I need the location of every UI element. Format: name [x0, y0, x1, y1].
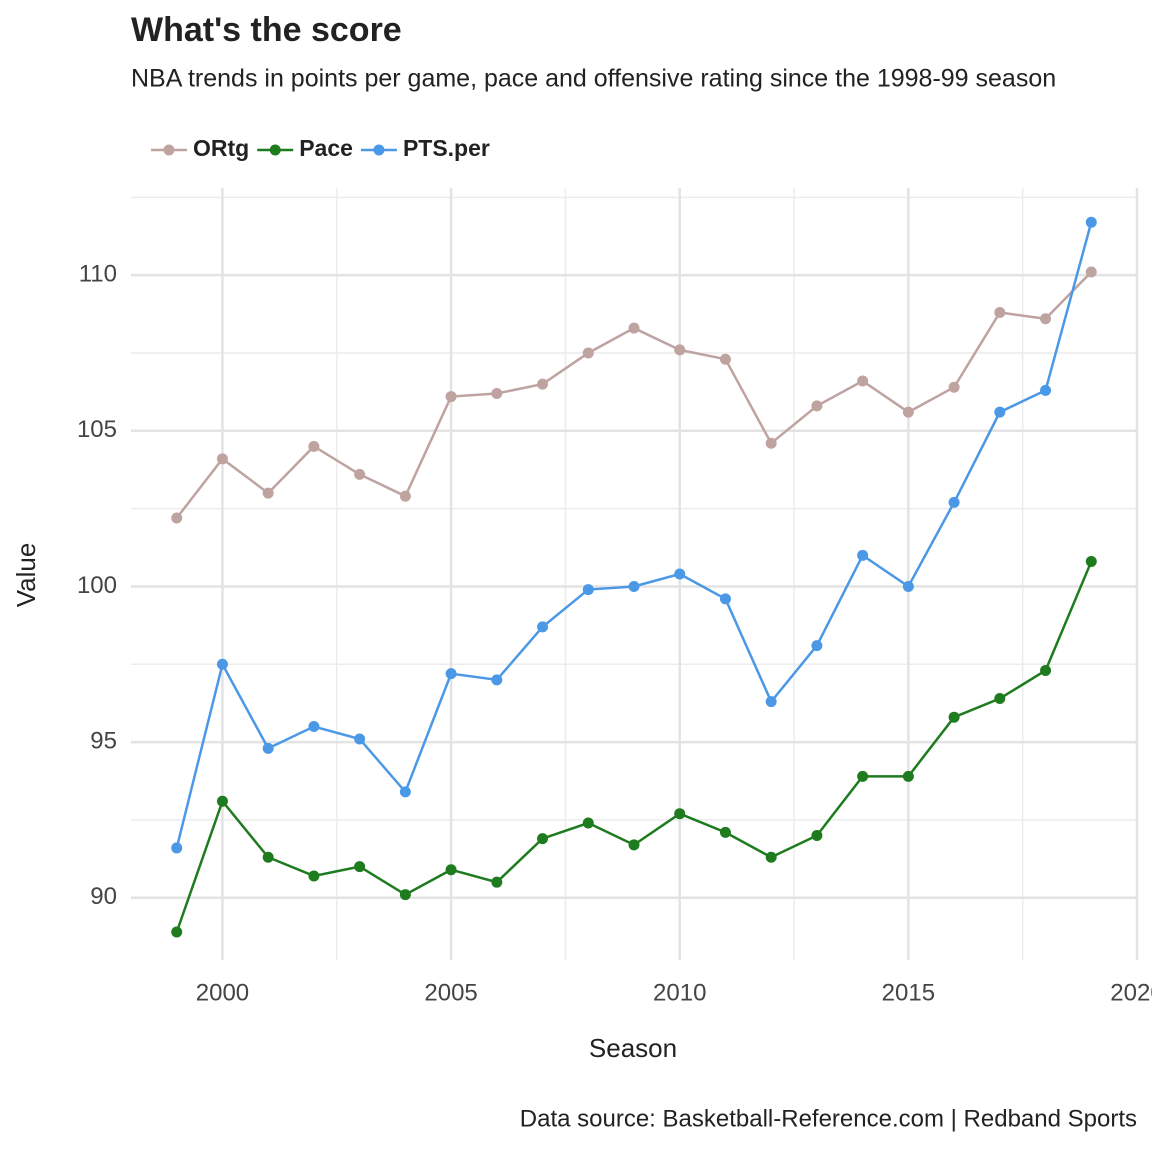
x-tick-label: 2015 — [882, 979, 935, 1006]
data-point — [628, 580, 640, 592]
y-tick-label: 95 — [90, 727, 117, 754]
data-point — [399, 786, 411, 798]
data-point — [1085, 556, 1097, 568]
data-point — [811, 829, 823, 841]
series-line — [175, 271, 1093, 519]
data-point — [308, 721, 320, 733]
y-axis-label: Value — [11, 543, 41, 608]
data-point — [171, 842, 183, 854]
x-axis-label: Season — [589, 1033, 677, 1063]
data-point — [994, 693, 1006, 705]
y-tick-label: 110 — [79, 261, 117, 288]
data-point — [445, 668, 457, 680]
data-point — [628, 839, 640, 851]
data-point — [262, 851, 274, 863]
data-point — [902, 770, 914, 782]
data-point — [491, 876, 503, 888]
data-point — [399, 490, 411, 502]
data-point — [948, 711, 960, 723]
data-point — [354, 861, 366, 873]
y-tick-label: 90 — [90, 883, 117, 910]
data-point — [1040, 384, 1052, 396]
data-point — [1085, 266, 1097, 278]
data-point — [811, 400, 823, 412]
chart-subtitle: NBA trends in points per game, pace and … — [131, 65, 1056, 93]
data-point — [811, 640, 823, 652]
data-point — [994, 307, 1006, 319]
legend-key-point — [163, 144, 175, 156]
data-point — [628, 322, 640, 334]
legend-label: ORtg — [193, 135, 249, 161]
data-point — [994, 406, 1006, 418]
data-point — [765, 851, 777, 863]
data-point — [719, 593, 731, 605]
legend-key-point — [373, 144, 385, 156]
data-point — [262, 742, 274, 754]
x-tick-label: 2000 — [196, 979, 249, 1006]
data-point — [491, 387, 503, 399]
data-point — [948, 381, 960, 393]
data-point — [262, 487, 274, 499]
legend-label: Pace — [299, 135, 353, 161]
data-point — [1085, 216, 1097, 228]
data-point — [719, 353, 731, 365]
data-point — [902, 580, 914, 592]
data-point — [857, 770, 869, 782]
y-tick-label: 105 — [77, 416, 117, 443]
data-point — [765, 696, 777, 708]
data-point — [674, 344, 686, 356]
data-point — [491, 674, 503, 686]
data-point — [216, 658, 228, 670]
data-point — [308, 440, 320, 452]
series-line — [175, 221, 1093, 849]
y-tick-label: 100 — [77, 572, 117, 599]
data-point — [674, 808, 686, 820]
x-tick-label: 2020 — [1110, 979, 1152, 1006]
x-tick-label: 2010 — [653, 979, 706, 1006]
data-point — [902, 406, 914, 418]
data-point — [308, 870, 320, 882]
data-point — [582, 584, 594, 596]
data-point — [765, 437, 777, 449]
data-point — [537, 378, 549, 390]
x-tick-label: 2005 — [424, 979, 477, 1006]
data-point — [582, 817, 594, 829]
data-point — [719, 826, 731, 838]
chart-title: What's the score — [131, 11, 402, 49]
data-point — [354, 468, 366, 480]
data-point — [445, 391, 457, 403]
data-point — [857, 549, 869, 561]
data-point — [582, 347, 594, 359]
data-point — [537, 621, 549, 633]
data-point — [171, 512, 183, 524]
legend-label: PTS.per — [403, 135, 490, 161]
caption: Data source: Basketball-Reference.com | … — [520, 1105, 1137, 1132]
data-point — [1040, 665, 1052, 676]
data-point — [399, 889, 411, 901]
data-point — [171, 926, 183, 938]
data-point — [537, 833, 549, 845]
data-point — [857, 375, 869, 387]
data-point — [674, 568, 686, 580]
data-point — [445, 864, 457, 876]
legend-key-point — [269, 144, 281, 156]
data-point — [216, 453, 228, 465]
data-point — [948, 496, 960, 508]
data-point — [1040, 313, 1052, 325]
data-point — [354, 733, 366, 745]
data-point — [216, 795, 228, 807]
